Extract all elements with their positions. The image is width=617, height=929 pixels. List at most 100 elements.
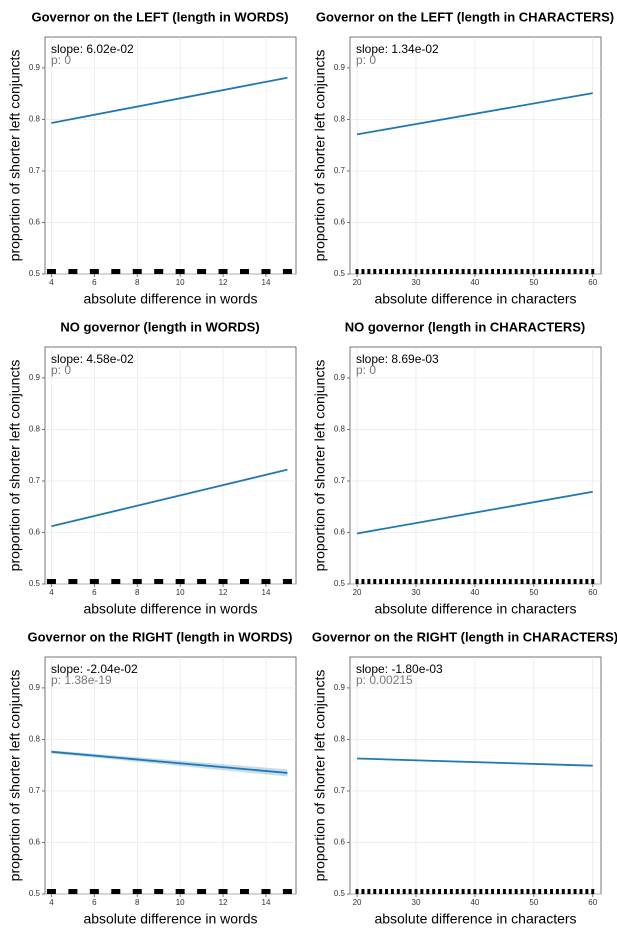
rug-mark (573, 269, 577, 274)
plot-area (349, 36, 602, 275)
x-tick-label: 60 (588, 278, 597, 287)
rug-mark (197, 579, 207, 584)
rug-mark (561, 269, 565, 274)
rug-mark (218, 579, 228, 584)
rug-mark (396, 579, 400, 584)
x-tick-label: 20 (353, 898, 362, 907)
rug-mark (373, 579, 377, 584)
y-tick-label: 0.9 (334, 373, 346, 382)
rug-mark (426, 889, 430, 894)
rug-mark (467, 579, 471, 584)
x-tick-label: 40 (470, 278, 479, 287)
y-tick-label: 0.7 (334, 476, 346, 485)
y-tick-label: 0.7 (29, 476, 41, 485)
x-tick-label: 50 (529, 278, 538, 287)
x-axis-label: absolute difference in characters (374, 911, 576, 927)
rug-mark (497, 889, 500, 894)
rug-mark (579, 269, 583, 274)
rug-mark (396, 269, 400, 274)
panel: NO governor (length in CHARACTERS) 0.5 0.6… (312, 319, 602, 617)
rug-mark (491, 579, 495, 584)
annotation: slope: -2.04e-02 (51, 662, 138, 676)
rug-mark (68, 269, 78, 274)
fit-line (51, 750, 288, 774)
rug-mark (585, 889, 589, 894)
x-tick-label: 30 (412, 278, 421, 287)
y-tick-label: 0.5 (29, 579, 41, 588)
rug-mark (89, 579, 99, 584)
panel-title: Governor on the RIGHT (length in CHARACT… (312, 629, 617, 644)
y-axis-label: proportion of shorter left conjuncts (312, 50, 328, 262)
rug-mark (367, 889, 371, 894)
rug-mark (502, 579, 506, 584)
plot-area (349, 346, 602, 585)
rug-mark (485, 579, 489, 584)
x-tick-label: 40 (470, 898, 479, 907)
fit-line (356, 490, 593, 535)
rug-mark (414, 579, 418, 584)
rug-mark (479, 269, 483, 274)
y-tick-label: 0.7 (29, 166, 41, 175)
y-axis-label: proportion of shorter left conjuncts (312, 670, 328, 882)
rug-mark (432, 579, 436, 584)
rug-mark (485, 269, 489, 274)
annotation: slope: -1.80e-03 (356, 662, 443, 676)
rug-mark (355, 269, 359, 274)
rug-mark (261, 889, 271, 894)
rug-mark (385, 889, 389, 894)
rug-mark (532, 269, 536, 274)
rug-mark (111, 889, 121, 894)
panel: Governor on the LEFT (length in CHARACTE… (312, 9, 614, 306)
rug-mark (438, 889, 442, 894)
rug-mark (449, 889, 453, 894)
rug-mark (379, 889, 383, 894)
rug-mark (390, 579, 394, 584)
rug-mark (538, 579, 542, 584)
x-tick-label: 4 (49, 898, 54, 907)
x-tick-label: 14 (262, 588, 271, 597)
rug-mark (68, 889, 78, 894)
rug-mark (497, 269, 500, 274)
rug-mark (282, 579, 292, 584)
rug-mark (538, 889, 542, 894)
annotation: p: 0 (51, 363, 71, 377)
rug-mark (402, 269, 406, 274)
rug-mark (420, 579, 424, 584)
rug-mark (355, 579, 359, 584)
rug-mark (154, 269, 164, 274)
rug-mark (414, 269, 418, 274)
x-axis-label: absolute difference in characters (374, 291, 576, 307)
x-tick-label: 30 (412, 898, 421, 907)
y-tick-label: 0.8 (29, 735, 41, 744)
x-tick-label: 6 (92, 588, 97, 597)
rug-mark (361, 269, 365, 274)
annotation: p: 0 (51, 53, 71, 67)
rug-mark (579, 579, 583, 584)
rug-mark (282, 889, 292, 894)
rug-mark (526, 889, 530, 894)
rug-mark (379, 269, 383, 274)
rug-mark (544, 269, 548, 274)
rug-mark (355, 889, 359, 894)
rug-mark (420, 269, 424, 274)
rug-mark (467, 269, 471, 274)
rug-mark (68, 579, 78, 584)
rug-mark (567, 269, 571, 274)
annotation: p: 0 (356, 363, 376, 377)
rug-mark (508, 889, 512, 894)
rug-mark (514, 579, 518, 584)
rug-mark (461, 269, 465, 274)
rug-mark (46, 579, 56, 584)
rug-mark (449, 269, 453, 274)
x-tick-label: 12 (219, 588, 228, 597)
y-tick-label: 0.7 (334, 786, 346, 795)
annotation: slope: 1.34e-02 (356, 42, 439, 56)
rug-mark (438, 579, 442, 584)
rug-mark (555, 579, 559, 584)
rug-mark (532, 579, 536, 584)
y-tick-label: 0.6 (334, 528, 346, 537)
x-tick-label: 20 (353, 278, 362, 287)
y-tick-label: 0.5 (29, 889, 41, 898)
rug-mark (591, 889, 595, 894)
rug-mark (367, 269, 371, 274)
